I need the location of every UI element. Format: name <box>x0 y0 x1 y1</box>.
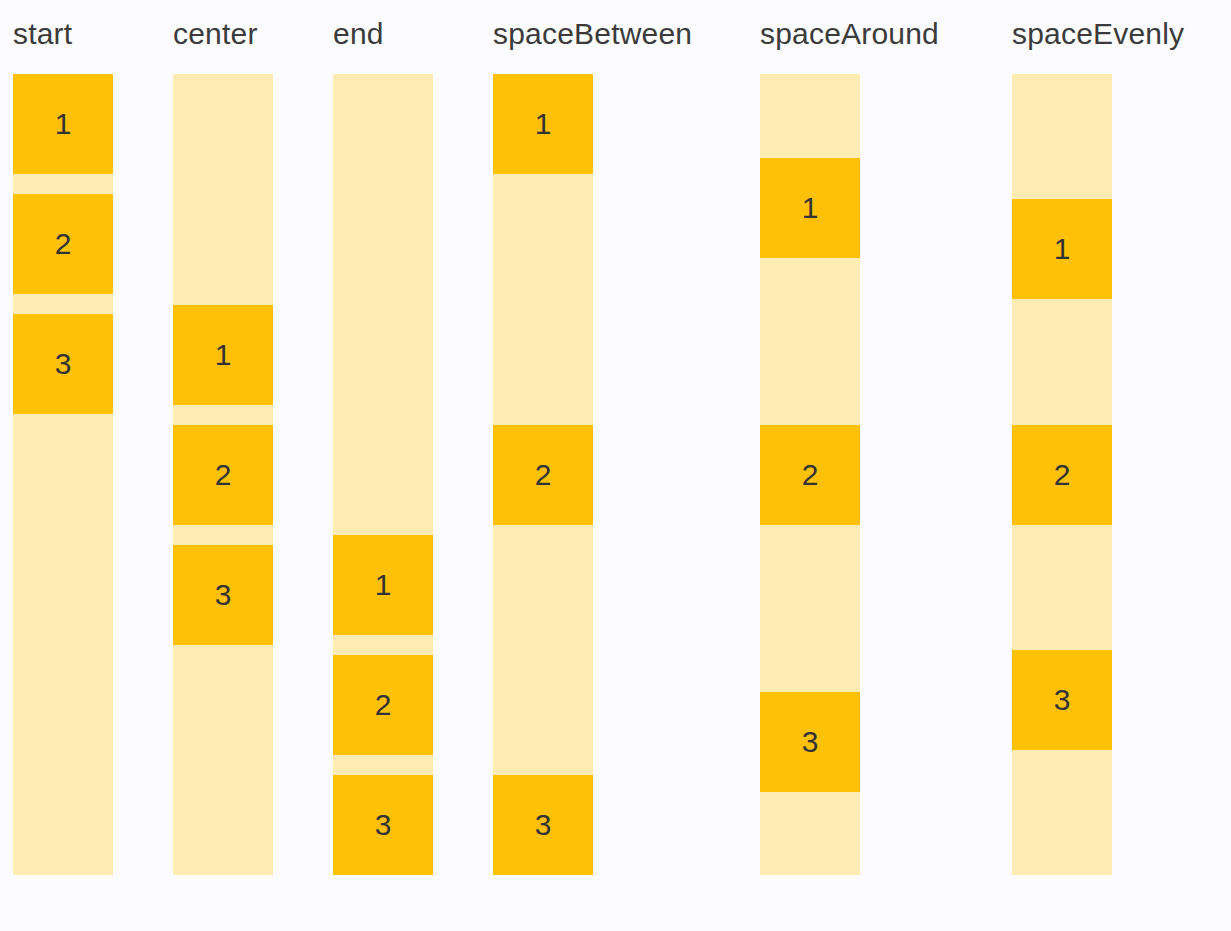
flex-track: 1 2 3 <box>760 74 860 875</box>
flex-item-box: 1 <box>13 74 113 174</box>
alignment-label: end <box>333 12 433 56</box>
flex-item-box: 2 <box>760 425 860 525</box>
flex-item-box: 2 <box>333 655 433 755</box>
flex-item-box: 3 <box>13 314 113 414</box>
flex-item-box: 3 <box>333 775 433 875</box>
flex-track: 1 2 3 <box>333 74 433 875</box>
alignment-column-center: center 1 2 3 <box>173 12 273 875</box>
alignment-column-spaceEvenly: spaceEvenly 1 2 3 <box>1012 12 1184 875</box>
flex-item-box: 2 <box>493 425 593 525</box>
flex-item-box: 3 <box>493 775 593 875</box>
alignment-column-start: start 1 2 3 <box>13 12 113 875</box>
alignment-label: spaceAround <box>760 12 939 56</box>
flex-item-box: 3 <box>1012 650 1112 750</box>
flex-item-box: 1 <box>493 74 593 174</box>
flex-item-box: 1 <box>760 158 860 258</box>
flex-track: 1 2 3 <box>173 74 273 875</box>
flex-track: 1 2 3 <box>493 74 593 875</box>
alignment-label: spaceEvenly <box>1012 12 1184 56</box>
alignment-demo-canvas: start 123 center 123 end 123 spaceBetwee… <box>0 0 1231 931</box>
flex-item-box: 3 <box>760 692 860 792</box>
flex-track: 1 2 3 <box>13 74 113 875</box>
flex-item-box: 2 <box>13 194 113 294</box>
alignment-column-spaceAround: spaceAround 1 2 3 <box>760 12 939 875</box>
flex-track: 1 2 3 <box>1012 74 1112 875</box>
flex-item-box: 1 <box>333 535 433 635</box>
alignment-column-spaceBetween: spaceBetween 1 2 3 <box>493 12 692 875</box>
alignment-label: spaceBetween <box>493 12 692 56</box>
alignment-label: start <box>13 12 113 56</box>
alignment-column-end: end 1 2 3 <box>333 12 433 875</box>
flex-item-box: 2 <box>1012 425 1112 525</box>
flex-item-box: 2 <box>173 425 273 525</box>
flex-item-box: 1 <box>1012 199 1112 299</box>
alignment-label: center <box>173 12 273 56</box>
flex-item-box: 3 <box>173 545 273 645</box>
flex-item-box: 1 <box>173 305 273 405</box>
